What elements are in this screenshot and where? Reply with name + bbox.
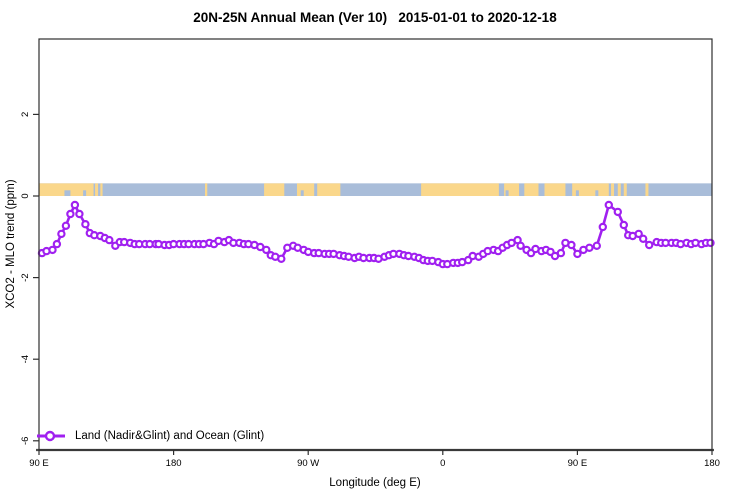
strip-coast-notch — [575, 190, 579, 196]
data-point-marker — [277, 254, 286, 263]
data-point-marker — [604, 200, 614, 210]
strip-land-segment — [264, 183, 285, 196]
data-point-marker — [592, 241, 602, 250]
strip-land-segment — [95, 183, 99, 196]
data-point-marker — [262, 245, 271, 255]
strip-land-segment — [524, 183, 539, 196]
data-point-marker — [75, 209, 84, 219]
data-point-marker — [61, 221, 71, 230]
legend-marker-icon — [37, 430, 65, 442]
x-tick-label: 180 — [166, 458, 182, 469]
land-ocean-strip — [39, 183, 712, 196]
strip-land-segment — [572, 183, 609, 196]
strip-land-segment — [645, 183, 649, 196]
strip-coast-notch — [505, 190, 509, 196]
data-point-marker — [70, 200, 80, 210]
x-tick-label: 90 E — [29, 458, 49, 469]
x-tick-label: 90 E — [568, 458, 588, 469]
data-point-marker — [556, 248, 566, 258]
legend-label: Land (Nadir&Glint) and Ocean (Glint) — [75, 430, 265, 442]
data-point-marker — [57, 229, 66, 239]
x-axis-title: Longitude (deg E) — [329, 477, 421, 489]
data-point-marker — [598, 222, 608, 232]
strip-land-segment — [623, 183, 627, 196]
data-point-marker — [516, 241, 525, 250]
x-tick-label: 90 W — [297, 458, 319, 469]
axes: 90 E 180 90 W 0 90 E 180 2 0 -2 -4 -6 — [20, 38, 720, 469]
data-point-marker — [66, 209, 75, 219]
y-tick-label: -6 — [20, 437, 31, 445]
plot-box-border — [38, 38, 713, 451]
data-point-marker — [619, 220, 629, 230]
data-point-marker — [573, 249, 582, 259]
x-tick-label: 180 — [704, 458, 720, 469]
strip-coast-notch — [83, 190, 87, 196]
data-point-marker — [48, 245, 57, 255]
y-tick-label: 2 — [20, 112, 31, 117]
chart-title: 20N-25N Annual Mean (Ver 10) 2015-01-01 … — [193, 10, 557, 25]
data-point-marker — [706, 238, 715, 248]
strip-land-segment — [421, 183, 499, 196]
data-point-marker — [81, 219, 90, 229]
data-series-line — [37, 200, 715, 269]
x-tick-label: 0 — [440, 458, 445, 469]
strip-land-segment — [611, 183, 615, 196]
strip-land-segment — [544, 183, 566, 196]
strip-land-segment — [205, 183, 208, 196]
data-point-marker — [639, 234, 648, 243]
data-point-marker — [52, 239, 62, 249]
strip-coast-notch — [64, 190, 71, 196]
data-point-marker — [634, 229, 643, 239]
strip-land-segment — [39, 183, 94, 196]
data-point-marker — [645, 240, 654, 250]
strip-coast-notch — [300, 190, 304, 196]
y-tick-label: -2 — [20, 273, 31, 281]
strip-coast-notch — [595, 190, 599, 196]
strip-land-segment — [296, 183, 315, 196]
y-tick-label: -4 — [20, 355, 31, 363]
data-point-marker — [585, 243, 594, 252]
strip-land-segment — [317, 183, 341, 196]
strip-land-segment — [617, 183, 621, 196]
data-point-marker — [567, 240, 576, 250]
data-point-marker — [613, 207, 623, 217]
strip-land-segment — [100, 183, 103, 196]
data-point-marker — [105, 235, 114, 245]
legend: Land (Nadir&Glint) and Ocean (Glint) — [36, 429, 264, 443]
y-tick-label: 0 — [20, 193, 31, 198]
